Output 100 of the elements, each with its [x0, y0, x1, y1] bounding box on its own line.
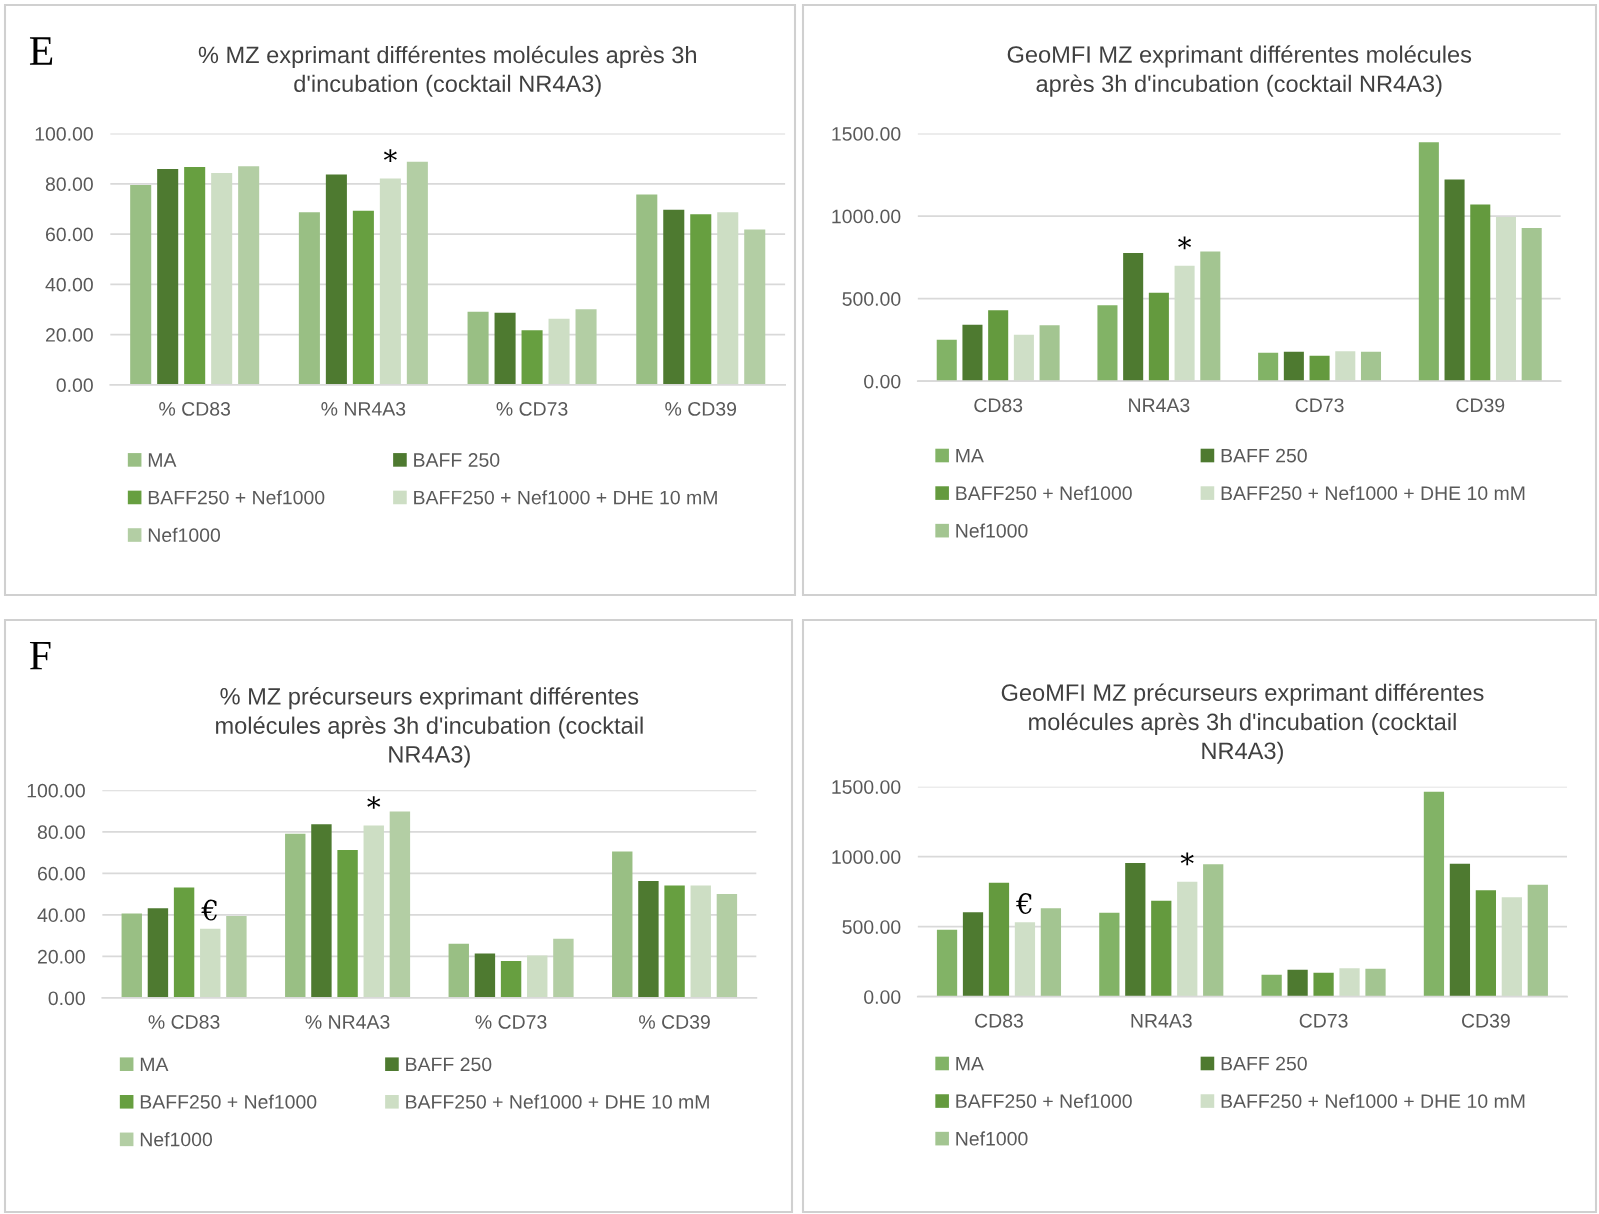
legend-label: BAFF 250	[1221, 1056, 1307, 1071]
bar	[575, 309, 597, 385]
y-tick-label: 0.00	[56, 378, 93, 393]
bar	[173, 887, 195, 998]
y-tick-label: 1500.00	[832, 780, 901, 794]
bar	[1014, 922, 1036, 997]
legend-label: BAFF250 + Nef1000	[956, 1093, 1132, 1109]
x-tick-label: CD73	[1299, 1013, 1348, 1028]
y-tick-label: 1000.00	[832, 209, 901, 224]
bar	[285, 833, 306, 998]
bar	[521, 330, 543, 385]
legend-label: Nef1000	[140, 1132, 213, 1147]
bar	[936, 339, 957, 382]
legend-label: MA	[956, 448, 984, 463]
x-tick-label: CD83	[974, 398, 1023, 413]
bar	[238, 166, 260, 385]
bar	[226, 916, 247, 998]
y-tick-label: 80.00	[45, 177, 93, 192]
bar	[1313, 972, 1334, 997]
x-tick-label: % CD73	[475, 1015, 547, 1029]
bar	[1423, 791, 1445, 997]
bar	[157, 168, 179, 385]
bar	[1309, 355, 1330, 382]
y-tick-label: 40.00	[45, 277, 93, 292]
bar	[1200, 251, 1221, 382]
bar	[121, 913, 142, 998]
x-tick-label: CD39	[1462, 1013, 1510, 1028]
bar	[1335, 351, 1356, 382]
x-tick-label: CD73	[1295, 398, 1344, 413]
bar	[406, 161, 428, 385]
y-tick-label: 500.00	[842, 920, 901, 934]
legend-label: BAFF250 + Nef1000 + DHE 10 mM	[414, 490, 717, 505]
annotation: *	[367, 796, 381, 809]
y-tick-label: 500.00	[842, 292, 901, 306]
bar	[1097, 305, 1118, 382]
bar	[527, 955, 548, 998]
bar	[311, 824, 332, 998]
chart-title: % MZ précurseurs exprimant différentes molécules après 3h d'incubation (cocktail NR4A3)	[216, 687, 643, 768]
bar	[298, 212, 320, 385]
bar	[1177, 881, 1198, 997]
bar	[1527, 884, 1548, 997]
bar	[744, 229, 766, 385]
x-tick-label: % NR4A3	[305, 1015, 390, 1029]
legend-label: Nef1000	[148, 527, 221, 543]
bar	[211, 172, 233, 385]
bar	[1148, 292, 1169, 382]
y-tick-label: 100.00	[27, 783, 85, 798]
y-tick-label: 100.00	[35, 127, 93, 141]
bar	[1203, 864, 1224, 997]
bar	[962, 324, 983, 382]
bar	[1501, 897, 1522, 997]
legend-label: BAFF250 + Nef1000 + DHE 10 mM	[1221, 485, 1525, 501]
x-tick-label: NR4A3	[1131, 1013, 1192, 1028]
annotation: *	[383, 149, 397, 162]
chart-title: GeoMFI MZ exprimant différentes molécules après 3h d'incubation (cocktail NR4A3)	[1007, 45, 1472, 97]
bar	[717, 212, 739, 385]
legend-label: BAFF250 + Nef1000 + DHE 10 mM	[1221, 1093, 1525, 1109]
chart-title: GeoMFI MZ précurseurs exprimant différentes molécules après 3h d'incubation (cocktail NR4A3)	[1001, 683, 1484, 764]
legend-label: MA	[148, 453, 177, 467]
bar	[130, 185, 152, 385]
bar	[1151, 900, 1172, 997]
legend-label: BAFF250 + Nef1000 + DHE 10 mM	[406, 1094, 709, 1109]
bar	[690, 885, 711, 998]
bar	[636, 194, 658, 385]
text: E	[29, 37, 53, 65]
x-tick-label: % NR4A3	[321, 402, 406, 416]
bar	[1444, 179, 1465, 382]
bar	[474, 953, 496, 998]
bar	[638, 881, 659, 998]
bar	[379, 178, 401, 385]
bar	[337, 849, 358, 998]
text: F	[29, 641, 51, 670]
bar	[1013, 334, 1034, 382]
bar	[1174, 265, 1195, 382]
legend-label: Nef1000	[956, 1131, 1028, 1146]
bar	[1470, 204, 1491, 382]
bar	[1040, 908, 1062, 997]
bar	[1039, 325, 1060, 382]
x-tick-label: CD39	[1456, 398, 1505, 413]
bar	[1360, 351, 1382, 382]
x-tick-label: NR4A3	[1129, 398, 1190, 413]
legend-label: BAFF250 + Nef1000	[140, 1094, 317, 1109]
bar	[363, 825, 384, 998]
bar	[988, 882, 1010, 997]
legend-label: BAFF 250	[414, 453, 500, 467]
bar	[467, 311, 489, 385]
annotation: €	[1016, 893, 1032, 915]
y-tick-label: 1500.00	[832, 127, 901, 141]
bar	[494, 312, 516, 385]
y-tick-label: 40.00	[37, 908, 85, 923]
legend-label: BAFF250 + Nef1000	[956, 485, 1132, 501]
bar	[936, 929, 958, 997]
bar	[663, 209, 685, 385]
x-tick-label: % CD39	[665, 402, 737, 416]
bar	[553, 938, 574, 998]
y-tick-label: 80.00	[37, 825, 85, 840]
annotation: *	[1180, 852, 1194, 866]
legend-label: BAFF250 + Nef1000	[148, 490, 325, 505]
bar	[325, 174, 347, 385]
bar	[1339, 968, 1360, 997]
